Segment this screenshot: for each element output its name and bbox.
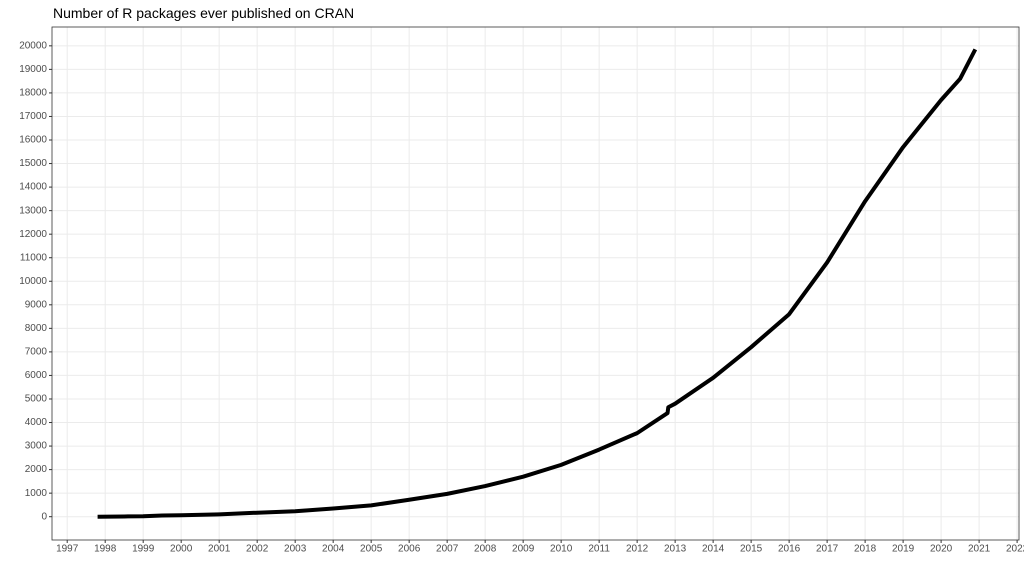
x-tick-label: 2017 xyxy=(816,544,839,555)
x-tick-label: 2001 xyxy=(208,544,231,555)
y-tick-label: 3000 xyxy=(25,441,48,452)
x-tick-label: 2006 xyxy=(398,544,421,555)
y-tick-label: 16000 xyxy=(19,135,47,146)
y-tick-label: 14000 xyxy=(19,182,47,193)
x-tick-label: 2015 xyxy=(740,544,763,555)
plot-background xyxy=(52,27,1019,540)
x-tick-label: 2011 xyxy=(588,544,610,555)
y-tick-label: 18000 xyxy=(19,88,47,99)
x-tick-label: 2004 xyxy=(322,544,345,555)
x-tick-label: 2018 xyxy=(854,544,877,555)
y-tick-label: 17000 xyxy=(19,111,47,122)
plot-border xyxy=(51,26,1020,541)
x-tick-label: 2005 xyxy=(360,544,383,555)
x-tick-label: 2012 xyxy=(626,544,649,555)
x-tick-label: 1999 xyxy=(132,544,155,555)
x-tick-label: 1998 xyxy=(94,544,117,555)
x-tick-label: 2008 xyxy=(474,544,497,555)
x-tick-label: 2019 xyxy=(892,544,915,555)
x-tick-label: 2000 xyxy=(170,544,193,555)
x-tick-label: 1997 xyxy=(56,544,79,555)
x-tick-label: 2022 xyxy=(1006,544,1024,555)
y-tick-label: 8000 xyxy=(25,323,48,334)
x-tick-label: 2002 xyxy=(246,544,269,555)
x-tick-label: 2009 xyxy=(512,544,535,555)
y-tick-label: 1000 xyxy=(25,488,48,499)
chart-title: Number of R packages ever published on C… xyxy=(53,5,354,21)
y-tick-label: 19000 xyxy=(19,64,47,75)
x-tick-label: 2016 xyxy=(778,544,801,555)
x-tick-label: 2007 xyxy=(436,544,459,555)
y-tick-label: 15000 xyxy=(19,158,47,169)
data-line xyxy=(97,48,978,519)
x-tick-label: 2014 xyxy=(702,544,725,555)
y-tick-label: 12000 xyxy=(19,229,47,240)
y-tick-label: 7000 xyxy=(25,347,48,358)
x-tick-label: 2013 xyxy=(664,544,687,555)
x-tick-label: 2021 xyxy=(968,544,991,555)
y-tick-label: 5000 xyxy=(25,394,48,405)
y-tick-label: 20000 xyxy=(19,40,47,51)
x-tick-label: 2020 xyxy=(930,544,953,555)
y-tick-label: 2000 xyxy=(25,464,48,475)
y-tick-label: 4000 xyxy=(25,417,48,428)
y-tick-label: 6000 xyxy=(25,370,48,381)
y-tick-label: 10000 xyxy=(19,276,47,287)
x-tick-label: 2010 xyxy=(550,544,573,555)
y-tick-label: 0 xyxy=(41,511,47,522)
y-tick-label: 9000 xyxy=(25,299,48,310)
y-tick-label: 13000 xyxy=(19,205,47,216)
y-tick-label: 11000 xyxy=(20,252,48,263)
x-tick-label: 2003 xyxy=(284,544,307,555)
